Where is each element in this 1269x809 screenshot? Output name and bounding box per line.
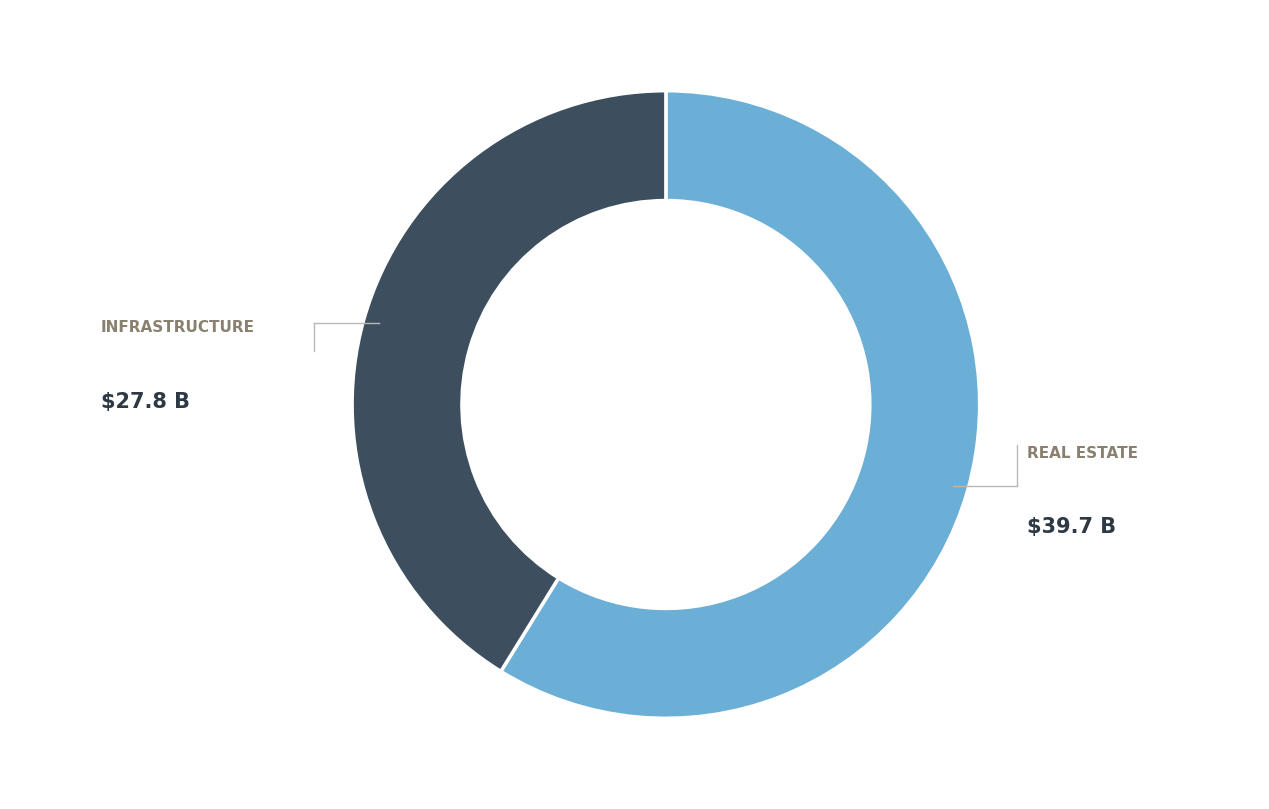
Text: $39.7 B: $39.7 B (1027, 518, 1115, 537)
Wedge shape (352, 91, 666, 671)
Text: REAL ESTATE: REAL ESTATE (1027, 446, 1138, 461)
Text: $27.8 B: $27.8 B (102, 392, 190, 412)
Wedge shape (501, 91, 980, 718)
Text: INFRASTRUCTURE: INFRASTRUCTURE (102, 320, 255, 336)
